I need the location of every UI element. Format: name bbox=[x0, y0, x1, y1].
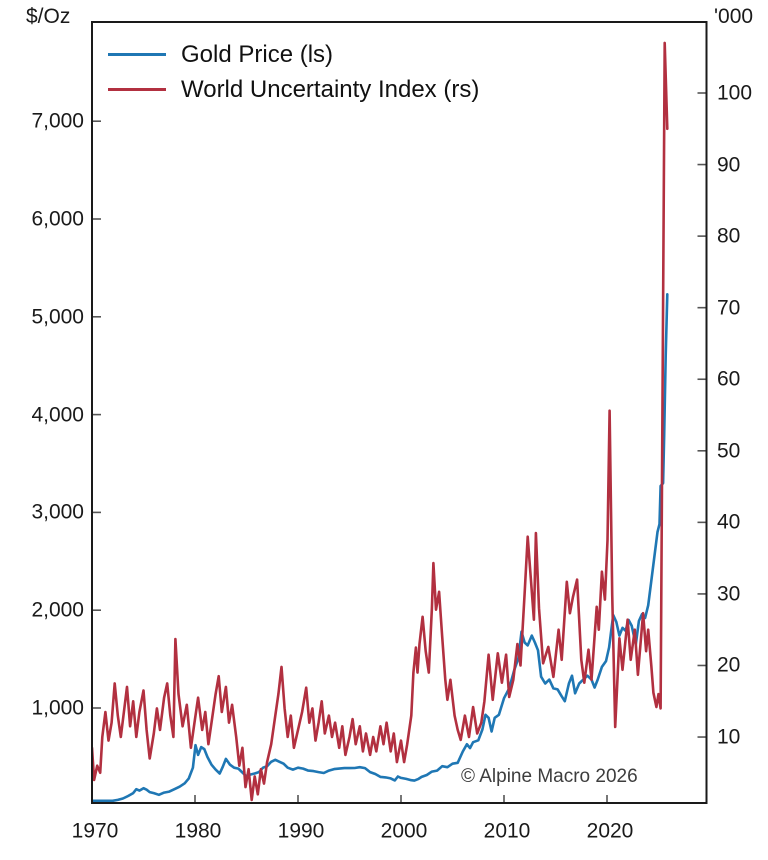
copyright-note: © Alpine Macro 2026 bbox=[461, 766, 638, 787]
right-axis-tick-label: 40 bbox=[717, 510, 741, 534]
x-axis-tick-label: 2010 bbox=[483, 819, 531, 843]
x-axis-tick-label: 1980 bbox=[174, 819, 222, 843]
left-axis-tick-label: 7,000 bbox=[31, 109, 84, 133]
right-axis-tick-label: 50 bbox=[717, 439, 741, 463]
right-axis-tick-label: 20 bbox=[717, 653, 741, 677]
left-axis-tick-label: 5,000 bbox=[31, 305, 84, 329]
right-axis-tick-label: 80 bbox=[717, 224, 741, 248]
x-axis-tick-label: 1990 bbox=[277, 819, 325, 843]
gold-price-line bbox=[91, 292, 669, 803]
legend-swatch-gold-price bbox=[108, 52, 166, 57]
right-axis-unit-label: '000 bbox=[714, 5, 754, 28]
legend-swatch-uncertainty-index bbox=[108, 87, 166, 92]
x-axis-tick-label: 1970 bbox=[71, 819, 119, 843]
legend-item: World Uncertainty Index (rs) bbox=[108, 72, 479, 107]
left-axis-tick-label: 4,000 bbox=[31, 403, 84, 427]
legend: Gold Price (ls) World Uncertainty Index (… bbox=[108, 37, 479, 107]
left-axis-tick-label: 3,000 bbox=[31, 500, 84, 524]
legend-label: Gold Price (ls) bbox=[181, 40, 334, 68]
left-axis-tick-label: 6,000 bbox=[31, 207, 84, 231]
world-uncertainty-index-line bbox=[91, 41, 669, 802]
x-axis-tick-label: 2020 bbox=[586, 819, 634, 843]
right-axis-tick-label: 10 bbox=[717, 725, 741, 749]
right-axis-tick-label: 30 bbox=[717, 582, 741, 606]
right-axis-tick-label: 70 bbox=[717, 296, 741, 320]
right-axis-tick-label: 100 bbox=[717, 81, 753, 105]
plot-frame bbox=[91, 21, 708, 804]
right-axis-tick-label: 60 bbox=[717, 367, 741, 391]
left-axis-tick-label: 1,000 bbox=[31, 696, 84, 720]
left-axis-unit-label: $/Oz bbox=[26, 5, 71, 28]
legend-item: Gold Price (ls) bbox=[108, 37, 479, 72]
x-axis-tick-label: 2000 bbox=[380, 819, 428, 843]
left-axis-tick-label: 2,000 bbox=[31, 598, 84, 622]
right-axis-tick-label: 90 bbox=[717, 153, 741, 177]
legend-label: World Uncertainty Index (rs) bbox=[181, 75, 480, 103]
